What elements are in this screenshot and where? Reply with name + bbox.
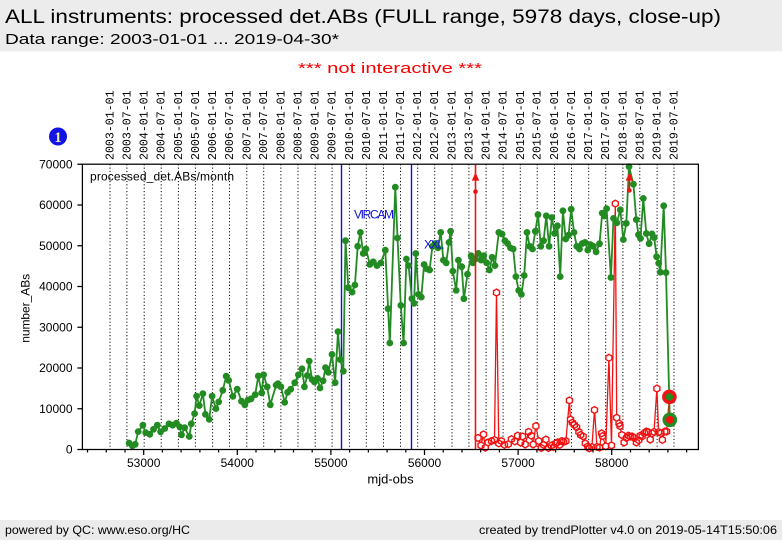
svg-text:56000: 56000	[408, 456, 442, 470]
svg-text:30000: 30000	[39, 320, 73, 334]
svg-text:2017-01-01: 2017-01-01	[583, 90, 596, 160]
svg-text:2006-01-01: 2006-01-01	[207, 90, 220, 160]
svg-text:created by trendPlotter v4.0 o: created by trendPlotter v4.0 on 2019-05-…	[479, 523, 777, 537]
svg-text:2016-01-01: 2016-01-01	[549, 90, 562, 160]
svg-text:53000: 53000	[127, 456, 161, 470]
svg-text:2013-01-01: 2013-01-01	[447, 90, 460, 160]
svg-text:2004-01-01: 2004-01-01	[139, 90, 152, 160]
svg-text:2016-07-01: 2016-07-01	[566, 90, 579, 160]
svg-text:2015-01-01: 2015-01-01	[515, 90, 528, 160]
svg-text:55000: 55000	[314, 456, 348, 470]
svg-text:2011-07-01: 2011-07-01	[395, 90, 408, 160]
svg-text:2008-07-01: 2008-07-01	[293, 90, 306, 160]
svg-text:20000: 20000	[39, 361, 73, 375]
svg-text:0: 0	[66, 443, 73, 457]
svg-text:2003-07-01: 2003-07-01	[121, 90, 134, 160]
svg-text:*** not interactive ***: *** not interactive ***	[298, 61, 482, 77]
svg-text:2012-01-01: 2012-01-01	[412, 90, 425, 160]
svg-text:2013-07-01: 2013-07-01	[463, 90, 476, 160]
svg-text:number_ABs: number_ABs	[19, 274, 33, 343]
svg-text:2004-07-01: 2004-07-01	[156, 90, 169, 160]
svg-text:2005-07-01: 2005-07-01	[190, 90, 203, 160]
svg-text:2010-07-01: 2010-07-01	[361, 90, 374, 160]
svg-text:2005-01-01: 2005-01-01	[173, 90, 186, 160]
svg-text:50000: 50000	[39, 239, 73, 253]
svg-text:40000: 40000	[39, 280, 73, 294]
svg-text:Data range: 2003-01-01 ... 201: Data range: 2003-01-01 ... 2019-04-30*	[5, 32, 339, 48]
svg-text:2003-01-01: 2003-01-01	[105, 90, 118, 160]
svg-text:2015-07-01: 2015-07-01	[532, 90, 545, 160]
svg-text:mjd-obs: mjd-obs	[367, 472, 414, 487]
svg-text:2007-07-01: 2007-07-01	[258, 90, 271, 160]
svg-text:2019-07-01: 2019-07-01	[669, 90, 682, 160]
svg-text:58000: 58000	[595, 456, 629, 470]
svg-text:2014-01-01: 2014-01-01	[481, 90, 494, 160]
svg-text:2006-07-01: 2006-07-01	[224, 90, 237, 160]
svg-text:2014-07-01: 2014-07-01	[498, 90, 511, 160]
svg-text:2008-01-01: 2008-01-01	[275, 90, 288, 160]
svg-text:70000: 70000	[39, 157, 73, 171]
svg-text:2012-07-01: 2012-07-01	[429, 90, 442, 160]
svg-text:ALL instruments: processed det: ALL instruments: processed det.ABs (FULL…	[5, 6, 721, 28]
svg-text:2017-07-01: 2017-07-01	[600, 90, 613, 160]
svg-text:2009-07-01: 2009-07-01	[327, 90, 340, 160]
svg-text:10000: 10000	[39, 402, 73, 416]
svg-text:1: 1	[54, 130, 61, 146]
svg-text:2009-01-01: 2009-01-01	[310, 90, 323, 160]
svg-text:2010-01-01: 2010-01-01	[344, 90, 357, 160]
svg-text:57000: 57000	[501, 456, 535, 470]
svg-text:VIRCAM: VIRCAM	[354, 208, 394, 222]
svg-text:2018-01-01: 2018-01-01	[617, 90, 630, 160]
svg-text:2007-01-01: 2007-01-01	[241, 90, 254, 160]
svg-text:60000: 60000	[39, 198, 73, 212]
svg-text:2019-01-01: 2019-01-01	[652, 90, 665, 160]
svg-text:54000: 54000	[221, 456, 255, 470]
svg-text:2011-01-01: 2011-01-01	[378, 90, 391, 160]
svg-text:powered by QC: www.eso.org/HC: powered by QC: www.eso.org/HC	[5, 523, 190, 537]
svg-text:processed_det.ABs/month: processed_det.ABs/month	[90, 170, 234, 184]
svg-text:2018-07-01: 2018-07-01	[634, 90, 647, 160]
svg-text:XXL: XXL	[424, 238, 444, 252]
